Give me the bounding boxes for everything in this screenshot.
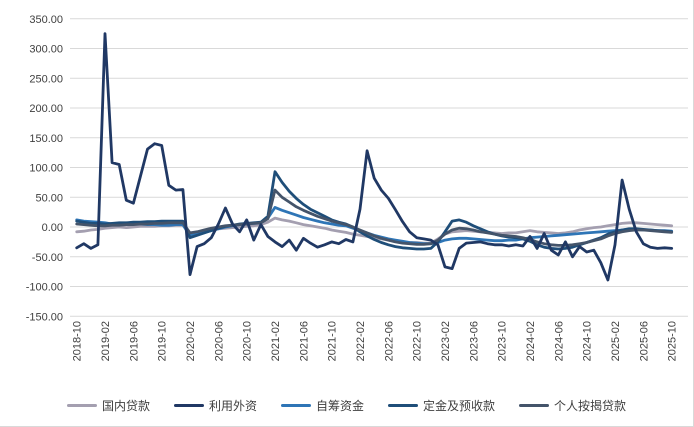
legend-line-swatch [66, 403, 97, 407]
x-tick-label: 2021-06 [298, 321, 310, 361]
legend-line-swatch [173, 403, 204, 407]
y-tick-label: -50.00 [32, 252, 63, 264]
x-tick-label: 2020-06 [213, 321, 225, 361]
legend: 国内贷款 利用外资 自筹资金 定金及预收款 个人按揭贷款 [0, 392, 693, 418]
y-tick-label: 100.00 [29, 163, 63, 175]
x-tick-label: 2024-06 [553, 321, 565, 361]
x-tick-label: 2022-02 [355, 321, 367, 361]
legend-item-label: 个人按揭贷款 [554, 398, 627, 413]
x-tick-label: 2022-10 [412, 321, 424, 361]
series-line-deposits-advance-payments [75, 170, 674, 251]
y-tick-label: 300.00 [29, 44, 63, 56]
legend-item-label: 国内贷款 [101, 398, 150, 413]
y-tick-label: 200.00 [29, 103, 63, 115]
legend-line-swatch [388, 403, 418, 407]
x-tick-label: 2024-10 [582, 321, 594, 361]
x-tick-label: 2019-06 [128, 321, 140, 361]
legend-item-foreign-capital: 利用外资 [173, 397, 257, 414]
x-tick-label: 2019-10 [157, 321, 169, 361]
y-tick-label: -150.00 [26, 311, 63, 323]
legend-item-label: 利用外资 [208, 398, 257, 413]
series-line-foreign-capital [75, 32, 674, 282]
y-tick-label: 50.00 [35, 192, 63, 204]
y-tick-label: 0.00 [42, 222, 63, 234]
legend-item-domestic-loans: 国内贷款 [66, 397, 150, 414]
x-tick-label: 2022-06 [383, 321, 395, 361]
x-tick-label: 2025-02 [610, 321, 622, 361]
series-line-personal-mortgage-loans [75, 188, 674, 247]
x-tick-label: 2021-02 [270, 321, 282, 361]
y-tick-label: -100.00 [26, 282, 63, 294]
x-tick-label: 2020-10 [242, 321, 254, 361]
x-tick-label: 2025-10 [667, 321, 679, 361]
x-tick-label: 2023-02 [440, 321, 452, 361]
x-tick-label: 2023-10 [497, 321, 509, 361]
legend-item-label: 自筹资金 [315, 398, 364, 413]
legend-line-swatch [280, 403, 311, 407]
x-tick-label: 2018-10 [72, 321, 84, 361]
x-tick-label: 2024-02 [525, 321, 537, 361]
legend-item-personal-mortgage-loans: 个人按揭贷款 [519, 397, 626, 414]
legend-item-self-raised-funds: 自筹资金 [280, 397, 364, 414]
x-tick-label: 2020-02 [185, 321, 197, 361]
x-tick-label: 2021-10 [327, 321, 339, 361]
plot-area: 350.00 300.00 250.00 200.00 150.00 100.00 50.0… [26, 14, 688, 361]
legend-item-label: 定金及预收款 [423, 398, 496, 413]
x-tick-label: 2019-02 [100, 321, 112, 361]
x-tick-label: 2025-06 [638, 321, 650, 361]
y-tick-label: 350.00 [29, 14, 63, 26]
y-tick-label: 250.00 [29, 73, 63, 85]
y-tick-label: 150.00 [29, 133, 63, 145]
legend-line-swatch [519, 403, 550, 407]
legend-item-deposits-advance-payments: 定金及预收款 [388, 397, 495, 414]
x-tick-label: 2023-06 [468, 321, 480, 361]
